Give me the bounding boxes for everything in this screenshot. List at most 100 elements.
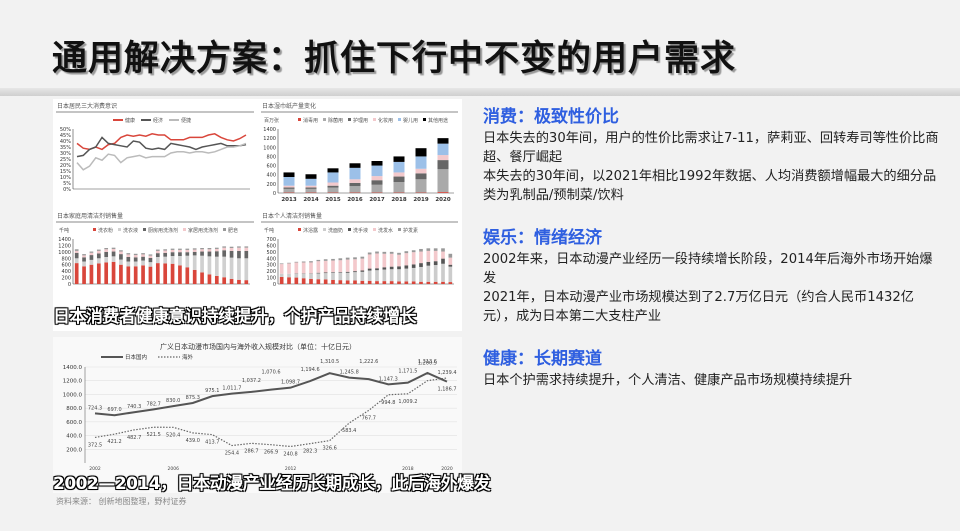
bar-segment (244, 280, 249, 284)
bar-segment (382, 253, 387, 268)
legend-label: 洗面奶 (328, 227, 343, 234)
bar-segment (222, 250, 227, 257)
bar-segment (331, 272, 335, 280)
section-text: 日本失去的30年间，用户的性价比需求让7-11，萨莉亚、回转寿司等性价比商超、餐… (483, 131, 939, 165)
bar-segment (426, 281, 431, 284)
bar-segment (74, 252, 79, 259)
data-label: 521.5 (147, 432, 161, 438)
bar-segment (404, 265, 409, 269)
y-tick-label: 45% (60, 133, 71, 139)
bar-segment (338, 272, 343, 281)
bar-segment (283, 185, 295, 188)
bar-segment (126, 261, 131, 267)
data-label: 1,037.2 (242, 378, 261, 384)
y-tick-label: 1400 (263, 127, 276, 133)
y-tick-label: 500 (266, 250, 276, 256)
section-text: 日本个护需求持续提升，个人清洁、健康产品市场规模持续提升 (483, 373, 853, 388)
bar-segment (229, 278, 234, 284)
x-tick-label: 2020 (435, 197, 450, 203)
bar-segment (437, 169, 449, 193)
page-title: 通用解决方案：抓住下行中不变的用户需求 (52, 39, 737, 79)
bar-segment (411, 252, 416, 265)
bar-segment (437, 143, 449, 156)
bar-segment (389, 266, 394, 270)
legend-label: 化妆用 (378, 117, 393, 124)
bar-segment (367, 252, 372, 255)
data-label: 782.7 (147, 401, 161, 407)
x-tick-label: 2002 (89, 466, 101, 472)
bar-segment (133, 261, 138, 267)
bar-segment (222, 247, 227, 251)
legend-swatch (373, 118, 376, 121)
bar-segment (367, 268, 372, 271)
chart-title: 日本居民三大消费意识 (57, 102, 117, 110)
y-tick-label: 100 (266, 276, 276, 282)
bar-segment (279, 264, 284, 274)
legend-label: 护理用 (353, 117, 368, 124)
bar-segment (119, 251, 123, 255)
data-label: 520.4 (166, 432, 180, 438)
y-tick-label: 800 (266, 154, 276, 160)
legend-label: 日本国内 (125, 353, 147, 361)
bar-segment (214, 256, 219, 276)
y-tick-label: 300 (266, 263, 276, 269)
y-tick-label: 600 (61, 263, 71, 269)
bar-segment (283, 172, 295, 177)
bar-segment (345, 259, 350, 272)
bar-segment (126, 266, 131, 284)
bar-segment (375, 253, 379, 269)
legend-label: 便捷 (181, 117, 191, 124)
bar-segment (294, 261, 299, 263)
y-tick-label: 200.0 (66, 447, 82, 453)
bar-segment (294, 262, 299, 274)
chart-title: 日本湿巾纸产量变化 (262, 102, 316, 110)
bar-segment (178, 249, 182, 253)
bar-segment (327, 187, 339, 193)
y-tick-label: 40% (60, 139, 71, 145)
bar-segment (200, 251, 204, 256)
section-text: 2002年来，日本动漫产业经历一段持续增长阶段，2014年后海外市场开始爆发 (483, 252, 933, 286)
x-tick-label: 2018 (402, 466, 414, 472)
data-label: 1,186.7 (437, 387, 456, 393)
bar-segment (133, 255, 138, 258)
bar-segment (178, 252, 182, 257)
bar-segment (207, 256, 212, 275)
consumer-charts-image: 日本居民三大消费意识 健康 经济 便捷 0% 5% 10% 15% 20% 25% 30% 35% 40… (53, 99, 462, 331)
y-tick-label: 0 (273, 282, 276, 288)
data-label: 1,200.9 (418, 361, 437, 367)
bar-segment (192, 255, 197, 270)
bar-segment (323, 272, 328, 274)
bar-segment (287, 262, 291, 264)
data-label: 1,070.6 (261, 370, 280, 376)
bar-segment (433, 248, 438, 251)
data-label: 583.4 (342, 428, 356, 434)
bar-segment (82, 254, 86, 256)
legend-label: 家居用洗涤剂 (188, 227, 218, 234)
y-tick-label: 600.0 (66, 420, 82, 426)
y-tick-label: 800.0 (66, 406, 82, 412)
legend-swatch (423, 118, 426, 121)
y-tick-label: 400.0 (66, 434, 82, 440)
anime-chart-image: 广义日本动漫市场国内与海外收入规模对比（单位：十亿日元） 200.0 400.0 60… (53, 337, 491, 506)
data-label: 1,171.5 (398, 369, 417, 375)
bar-segment (163, 250, 168, 253)
bar-segment (393, 156, 405, 162)
bar-segment (371, 161, 383, 166)
bar-segment (200, 249, 204, 252)
bar-segment (96, 250, 101, 254)
bar-segment (389, 253, 394, 267)
legend-swatch (398, 228, 401, 231)
bar-segment (294, 273, 299, 278)
bar-segment (170, 248, 175, 250)
bar-segment (141, 265, 145, 284)
bar-segment (74, 250, 79, 253)
bar-segment (448, 253, 453, 258)
bar-segment (237, 258, 241, 280)
bar-segment (163, 252, 168, 257)
bar-segment (360, 271, 365, 281)
series-line (94, 377, 448, 448)
bar-segment (345, 271, 350, 273)
bar-segment (287, 273, 291, 278)
bar-segment (111, 247, 116, 249)
bar-segment (301, 278, 306, 284)
